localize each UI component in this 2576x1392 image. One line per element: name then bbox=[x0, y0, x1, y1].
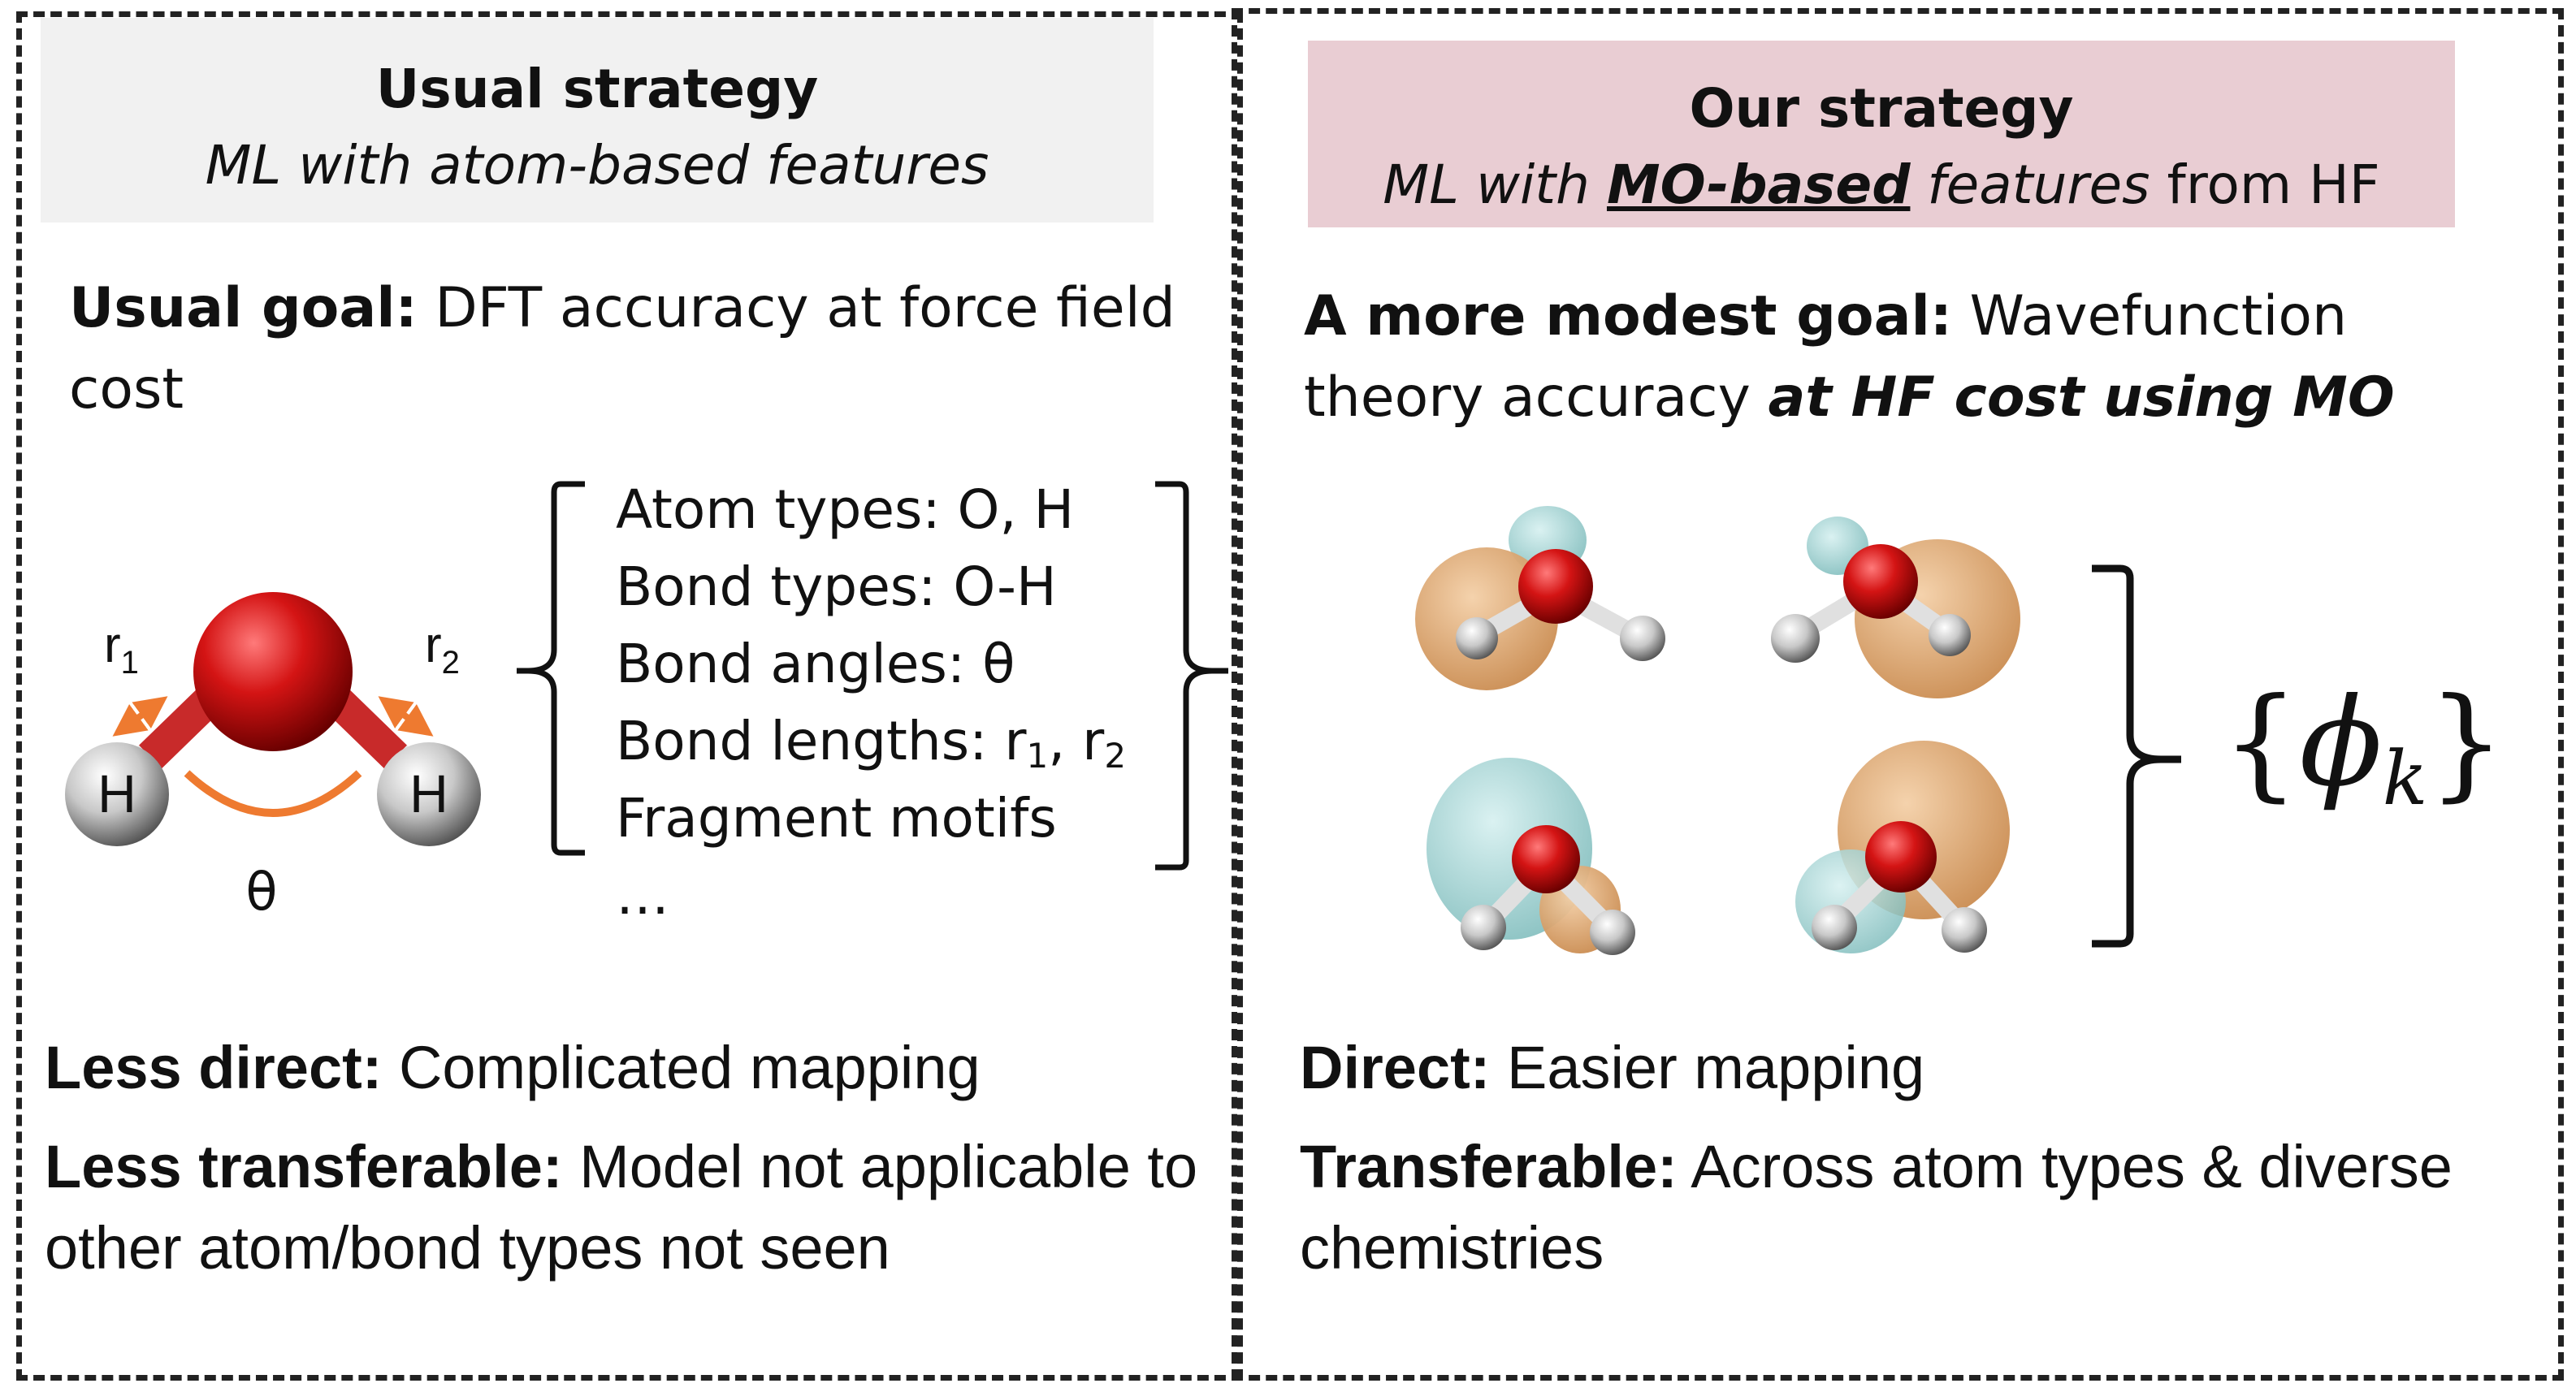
angle-arc bbox=[184, 770, 362, 817]
feature-list: Atom types: O, H Bond types: O-H Bond an… bbox=[616, 471, 1126, 934]
r1-arrow bbox=[112, 696, 168, 737]
r1-label: r1 bbox=[104, 617, 139, 681]
orbital-2 bbox=[1771, 517, 2020, 698]
hydrogen-atom-1 bbox=[65, 742, 169, 846]
transferable-label: Transferable: bbox=[1300, 1133, 1678, 1200]
left-goal-text: DFT accuracy at force field cost bbox=[69, 276, 1175, 421]
right-goal-label: A more modest goal: bbox=[1304, 284, 1953, 348]
mo-set-symbol: {ϕk} bbox=[2222, 672, 2505, 822]
h2-label: H bbox=[409, 763, 448, 824]
transferable: Transferable: Across atom types & divers… bbox=[1300, 1126, 2502, 1289]
hydrogen-atom-2 bbox=[377, 742, 481, 846]
right-panel bbox=[1232, 8, 2564, 1381]
less-direct-text: Complicated mapping bbox=[398, 1034, 981, 1101]
less-direct: Less direct: Complicated mapping bbox=[45, 1027, 1198, 1109]
feature-bond-lengths-prefix: Bond lengths: r bbox=[616, 710, 1027, 772]
feature-bond-angles: Bond angles: θ bbox=[616, 633, 1015, 695]
left-bottom: Less direct: Complicated mapping Less tr… bbox=[45, 1027, 1198, 1289]
h1-label: H bbox=[97, 763, 136, 824]
left-panel bbox=[16, 11, 1243, 1381]
right-header-sub-post: from HF bbox=[2150, 153, 2380, 216]
feature-bond-types: Bond types: O-H bbox=[616, 556, 1057, 618]
left-goal-label: Usual goal: bbox=[69, 276, 418, 340]
right-header-sub-pre: ML with bbox=[1383, 153, 1607, 216]
features-bracket-right bbox=[1155, 481, 1213, 871]
right-header-sub-emph: MO-based bbox=[1606, 153, 1911, 216]
left-goal: Usual goal: DFT accuracy at force field … bbox=[69, 268, 1182, 430]
left-header: Usual strategy ML with atom-based featur… bbox=[41, 18, 1154, 223]
orbital-3 bbox=[1427, 758, 1635, 955]
phi-symbol: ϕ bbox=[2299, 672, 2383, 814]
right-bottom: Direct: Easier mapping Transferable: Acr… bbox=[1300, 1027, 2502, 1289]
right-header-subtitle: ML with MO-based features from HF bbox=[1308, 153, 2455, 218]
right-goal-emph: at HF cost using MO bbox=[1768, 365, 2395, 430]
feature-fragment-motifs: Fragment motifs bbox=[616, 787, 1057, 849]
right-header: Our strategy ML with MO-based features f… bbox=[1308, 41, 2455, 227]
feature-bond-lengths-sub2: 2 bbox=[1104, 736, 1127, 776]
theta-label: θ bbox=[245, 862, 277, 923]
feature-bond-lengths-mid: , r bbox=[1048, 710, 1105, 772]
transferable-text: Across atom types & diverse chemistries bbox=[1300, 1133, 2453, 1282]
feature-atom-types: Atom types: O, H bbox=[616, 478, 1075, 541]
left-header-subtitle: ML with atom-based features bbox=[205, 134, 989, 197]
oxygen-atom bbox=[193, 592, 353, 751]
feature-bond-lengths-sub1: 1 bbox=[1026, 736, 1049, 776]
r2-label: r2 bbox=[425, 617, 460, 681]
orbitals-bracket bbox=[2092, 564, 2162, 948]
direct-label: Direct: bbox=[1300, 1034, 1491, 1101]
right-goal: A more modest goal: Wavefunction theory … bbox=[1304, 276, 2457, 439]
orbital-4 bbox=[1795, 741, 2010, 953]
less-transferable: Less transferable: Model not applicable … bbox=[45, 1126, 1198, 1289]
r2-arrow bbox=[378, 696, 434, 737]
right-goal-text: Wavefunction theory accuracy bbox=[1304, 284, 2348, 430]
water-molecule: H H r1 r2 θ bbox=[65, 592, 481, 923]
orbital-1 bbox=[1415, 506, 1665, 690]
feature-ellipsis: … bbox=[616, 864, 669, 927]
phi-subscript: k bbox=[2382, 735, 2428, 822]
direct: Direct: Easier mapping bbox=[1300, 1027, 2502, 1109]
less-transferable-text: Model not applicable to other atom/bond … bbox=[45, 1133, 1198, 1282]
right-header-title: Our strategy bbox=[1689, 77, 2074, 140]
feature-bond-lengths: Bond lengths: r1, r2 bbox=[616, 702, 1126, 780]
less-direct-label: Less direct: bbox=[45, 1034, 383, 1101]
less-transferable-label: Less transferable: bbox=[45, 1133, 563, 1200]
right-header-sub-mid: features bbox=[1910, 153, 2150, 216]
features-bracket-left bbox=[527, 481, 585, 856]
direct-text: Easier mapping bbox=[1506, 1034, 1925, 1101]
left-header-title: Usual strategy bbox=[375, 58, 819, 120]
